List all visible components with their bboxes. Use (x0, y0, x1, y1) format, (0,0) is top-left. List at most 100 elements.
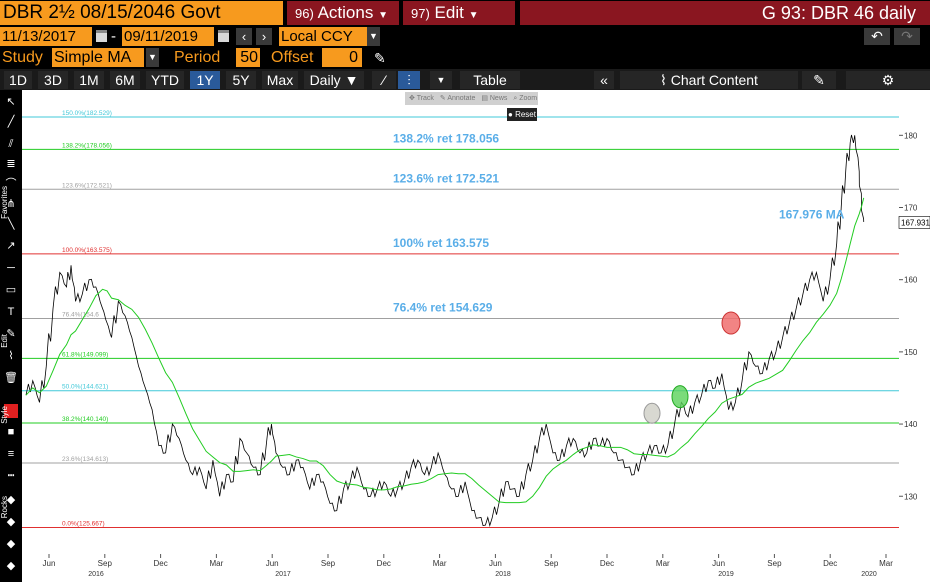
fib-label: 123.6%(172.521) (62, 182, 112, 189)
channel-tool-icon[interactable]: ⫽ (8, 138, 14, 150)
chevron-down-icon[interactable]: ▼ (367, 27, 380, 46)
trash-icon[interactable]: 🗑 (4, 372, 18, 384)
undo-icon: ↶ (871, 28, 883, 44)
offset-field[interactable]: 0 (322, 48, 362, 67)
reset-button[interactable]: ● Reset (507, 108, 537, 121)
zoom-button[interactable]: ⌕ Zoom (513, 95, 538, 102)
x-year-label: 2017 (275, 571, 291, 578)
retracement-annotation: 100% ret 163.575 (393, 236, 489, 250)
timeframe-3d[interactable]: 3D (38, 71, 68, 89)
collapse-icon[interactable]: « (594, 71, 614, 89)
green-circle-marker (671, 385, 689, 409)
pencil-icon[interactable]: ✎ (374, 50, 386, 66)
brush-icon[interactable]: ⌇ (8, 350, 14, 362)
actions-menu-label: Actions (317, 3, 374, 22)
timeframe-bar: 1D 3D 1M 6M YTD 1Y 5Y Max Daily ▼ ⁄ ⫶ ▼ … (0, 69, 930, 90)
rock-icon[interactable]: ◆ (6, 516, 16, 528)
gear-icon[interactable]: ⚙ (846, 71, 930, 89)
period-field[interactable]: 50 (236, 48, 260, 67)
retracement-annotation: 76.4% ret 154.629 (393, 300, 493, 314)
hline-tool-icon[interactable]: ─ (7, 262, 15, 274)
rock-icon[interactable]: ◆ (6, 538, 16, 550)
retracement-annotation: 138.2% ret 178.056 (393, 131, 499, 145)
arrow-tool-icon[interactable]: ↗ (6, 240, 16, 252)
cursor-icon[interactable]: ↖ (6, 96, 16, 108)
x-tick-label: Jun (489, 559, 502, 568)
text-tool-icon[interactable]: T (7, 306, 15, 318)
rect-tool-icon[interactable]: ▭ (5, 284, 17, 296)
fib-label: 100.0%(163.575) (62, 247, 112, 254)
frequency-select[interactable]: Daily ▼ (304, 71, 364, 89)
candle-chart-icon[interactable]: ⫶ (398, 71, 420, 89)
y-tick-label: 150 (904, 348, 918, 357)
color-swatch[interactable] (4, 404, 18, 418)
edit-chart-icon[interactable]: ✎ (802, 71, 836, 89)
timeframe-1y[interactable]: 1Y (190, 71, 220, 89)
calendar-icon[interactable] (218, 30, 229, 42)
next-period-button[interactable]: › (256, 28, 272, 45)
pitchfork-icon[interactable]: ⋔ (6, 198, 16, 210)
start-date-field[interactable]: 11/13/2017 (0, 27, 92, 46)
x-tick-label: Jun (266, 559, 279, 568)
y-tick-label: 130 (904, 492, 918, 501)
pencil-icon[interactable]: ✎ (6, 328, 16, 340)
x-tick-label: Sep (544, 559, 559, 568)
chart-content-button[interactable]: ⌇ Chart Content (620, 71, 798, 89)
actions-menu-button[interactable]: 96) Actions ▼ (287, 1, 399, 25)
retracement-annotation: 123.6% ret 172.521 (393, 171, 499, 185)
fill-icon[interactable]: ■ (7, 426, 15, 438)
redo-button[interactable]: ↷ (894, 28, 920, 45)
undo-button[interactable]: ↶ (864, 28, 890, 45)
line-tool-icon[interactable]: ╱ (7, 116, 15, 128)
chart-content-label: Chart Content (670, 72, 758, 88)
timeframe-ytd[interactable]: YTD (146, 71, 184, 89)
y-tick-label: 180 (904, 131, 918, 140)
x-tick-label: Mar (210, 559, 224, 568)
window-title: G 93: DBR 46 daily (520, 1, 930, 25)
redo-icon: ↷ (901, 28, 913, 44)
fib-label: 38.2%(140.140) (62, 416, 108, 423)
timeframe-5y[interactable]: 5Y (226, 71, 256, 89)
fib-label: 138.2%(178.056) (62, 142, 112, 149)
chevron-right-icon: › (261, 29, 267, 44)
timeframe-6m[interactable]: 6M (110, 71, 140, 89)
edit-menu-button[interactable]: 97) Edit ▼ (403, 1, 515, 25)
study-label: Study (2, 49, 43, 66)
last-price-box (898, 216, 930, 229)
x-year-label: 2016 (88, 571, 104, 578)
timeframe-1d[interactable]: 1D (4, 71, 32, 89)
track-button[interactable]: ✥ Track (409, 95, 434, 102)
thickness-icon[interactable]: ≡ (7, 448, 15, 460)
chevron-down-icon[interactable]: ▼ (430, 71, 452, 89)
x-tick-label: Jun (43, 559, 56, 568)
timeframe-max[interactable]: Max (262, 71, 298, 89)
line-chart-icon[interactable]: ⁄ (372, 71, 396, 89)
x-tick-label: Jun (712, 559, 725, 568)
timeframe-1m[interactable]: 1M (74, 71, 104, 89)
edit-menu-label: Edit (434, 3, 464, 22)
ray-tool-icon[interactable]: ╲ (7, 218, 15, 230)
arc-tool-icon[interactable]: ⌒ (5, 178, 17, 190)
fib-label: 61.8%(149.099) (62, 351, 108, 358)
edit-menu-number: 97) (411, 6, 430, 21)
security-field[interactable]: DBR 2½ 08/15/2046 Govt (0, 1, 283, 25)
period-label: Period (174, 49, 221, 66)
chevron-left-icon: ‹ (241, 29, 247, 44)
fib-tool-icon[interactable]: ≣ (6, 158, 16, 170)
study-select[interactable]: Simple MA (52, 48, 144, 67)
end-date-field[interactable]: 09/11/2019 (122, 27, 214, 46)
chevron-down-icon[interactable]: ▼ (146, 48, 159, 67)
currency-select[interactable]: Local CCY (279, 27, 367, 46)
dash-icon[interactable]: ┅ (7, 470, 15, 482)
annotate-button[interactable]: ✎ Annotate (439, 95, 476, 102)
x-tick-label: Mar (433, 559, 447, 568)
table-button[interactable]: Table (460, 71, 520, 89)
calendar-icon[interactable] (96, 30, 107, 42)
rock-icon[interactable]: ◆ (6, 560, 16, 572)
rock-icon[interactable]: ◆ (6, 494, 16, 506)
news-button[interactable]: ▤ News (481, 95, 508, 102)
chart-plot-area[interactable] (22, 90, 899, 554)
prev-period-button[interactable]: ‹ (236, 28, 252, 45)
fib-label: 50.0%(144.621) (62, 384, 108, 391)
